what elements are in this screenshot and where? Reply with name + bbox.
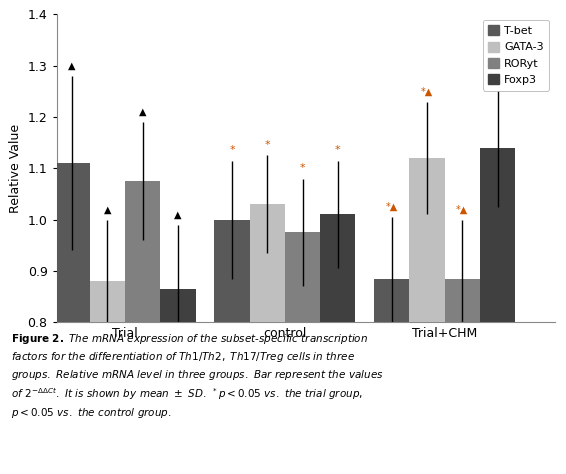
Legend: T-bet, GATA-3, RORyt, Foxp3: T-bet, GATA-3, RORyt, Foxp3 [483, 20, 549, 91]
Text: ▲: ▲ [139, 107, 147, 117]
Bar [215, 219, 250, 474]
Text: ▲: ▲ [104, 204, 111, 215]
Text: ▲: ▲ [68, 61, 76, 71]
Text: *: * [229, 146, 235, 155]
Text: *: * [300, 164, 305, 173]
Bar [374, 279, 409, 474]
Bar [90, 281, 125, 474]
Text: *▲: *▲ [491, 73, 504, 83]
Bar [480, 148, 515, 474]
Bar [445, 279, 480, 474]
Text: ▲: ▲ [174, 210, 182, 219]
Bar [160, 289, 196, 474]
Text: *▲: *▲ [421, 86, 433, 96]
Bar [320, 215, 355, 474]
Bar [409, 158, 445, 474]
Bar [54, 163, 90, 474]
Bar [125, 181, 160, 474]
Text: *▲: *▲ [385, 202, 398, 212]
Text: $\bf{Figure\ 2.}$ $\it{The\ mRNA\ expression\ of\ the\ subset\text{-}specific\ t: $\bf{Figure\ 2.}$ $\it{The\ mRNA\ expres… [11, 332, 384, 420]
Bar [285, 232, 320, 474]
Text: *: * [335, 146, 341, 155]
Text: *: * [264, 140, 270, 150]
Y-axis label: Relative Value: Relative Value [9, 124, 22, 213]
Text: *▲: *▲ [456, 204, 469, 215]
Bar [250, 204, 285, 474]
